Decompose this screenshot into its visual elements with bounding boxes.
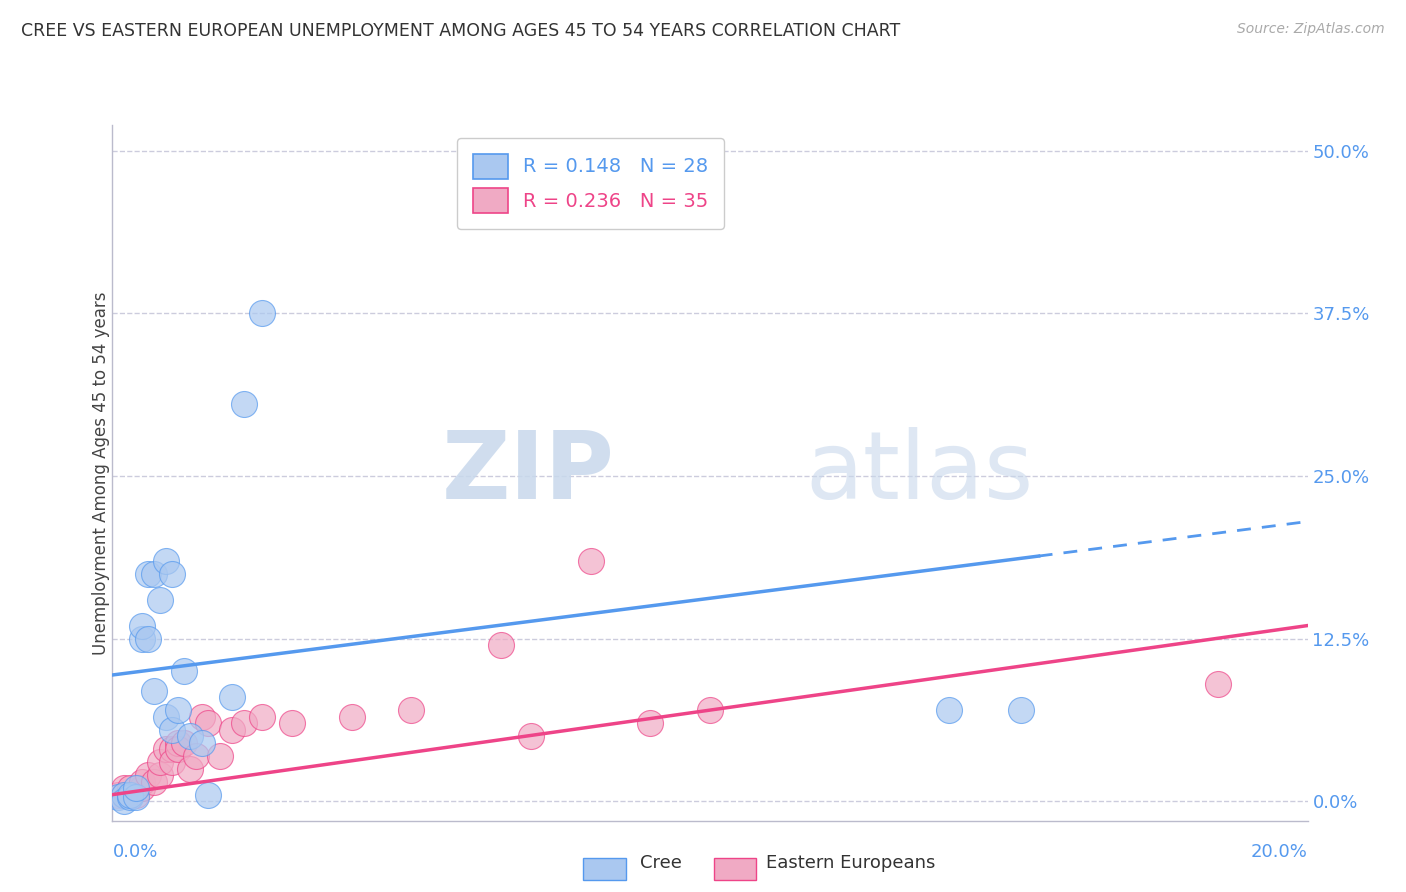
Point bbox=[120, 788, 142, 802]
Point bbox=[120, 790, 142, 805]
Point bbox=[131, 632, 153, 646]
Point bbox=[401, 703, 423, 717]
Point bbox=[638, 716, 662, 731]
Point bbox=[938, 703, 960, 717]
Point bbox=[250, 709, 273, 723]
Point bbox=[162, 723, 183, 737]
Point bbox=[340, 709, 363, 723]
Point bbox=[162, 742, 183, 756]
Point bbox=[114, 788, 135, 802]
Legend: R = 0.148   N = 28, R = 0.236   N = 35: R = 0.148 N = 28, R = 0.236 N = 35 bbox=[457, 138, 724, 229]
Text: Source: ZipAtlas.com: Source: ZipAtlas.com bbox=[1237, 22, 1385, 37]
Point bbox=[131, 774, 153, 789]
Text: Eastern Europeans: Eastern Europeans bbox=[766, 855, 935, 872]
Point bbox=[699, 703, 721, 717]
Point bbox=[155, 742, 177, 756]
Point bbox=[162, 755, 183, 769]
Point bbox=[138, 768, 160, 782]
Text: 0.0%: 0.0% bbox=[112, 843, 157, 861]
Point bbox=[138, 566, 160, 581]
Point bbox=[208, 748, 231, 763]
Point bbox=[186, 748, 208, 763]
Point bbox=[125, 790, 148, 805]
Point bbox=[197, 788, 219, 802]
Point bbox=[107, 790, 129, 805]
Point bbox=[107, 788, 129, 802]
Point bbox=[191, 736, 214, 750]
Point bbox=[149, 768, 172, 782]
Point bbox=[191, 709, 214, 723]
Point bbox=[232, 397, 256, 411]
Point bbox=[173, 664, 195, 678]
Point bbox=[197, 716, 219, 731]
Point bbox=[250, 306, 273, 320]
Point bbox=[232, 716, 256, 731]
Point bbox=[138, 632, 160, 646]
Point bbox=[149, 592, 172, 607]
Point bbox=[162, 566, 183, 581]
Point bbox=[114, 788, 135, 802]
Point bbox=[155, 709, 177, 723]
Point bbox=[149, 755, 172, 769]
Point bbox=[221, 723, 243, 737]
Point bbox=[167, 736, 190, 750]
Point bbox=[579, 553, 602, 567]
Text: CREE VS EASTERN EUROPEAN UNEMPLOYMENT AMONG AGES 45 TO 54 YEARS CORRELATION CHAR: CREE VS EASTERN EUROPEAN UNEMPLOYMENT AM… bbox=[21, 22, 900, 40]
Point bbox=[114, 781, 135, 796]
Point bbox=[125, 781, 148, 796]
Point bbox=[143, 566, 166, 581]
Text: ZIP: ZIP bbox=[441, 426, 614, 519]
Point bbox=[143, 774, 166, 789]
Point bbox=[179, 762, 201, 776]
Point bbox=[520, 729, 543, 743]
Point bbox=[120, 788, 142, 802]
Point bbox=[179, 729, 201, 743]
Text: 20.0%: 20.0% bbox=[1251, 843, 1308, 861]
Y-axis label: Unemployment Among Ages 45 to 54 years: Unemployment Among Ages 45 to 54 years bbox=[93, 291, 110, 655]
Point bbox=[167, 742, 190, 756]
Point bbox=[125, 788, 148, 802]
Point bbox=[1206, 677, 1229, 691]
Text: atlas: atlas bbox=[806, 426, 1033, 519]
Point bbox=[281, 716, 304, 731]
Point bbox=[155, 553, 177, 567]
Point bbox=[489, 638, 512, 652]
Point bbox=[221, 690, 243, 704]
Point bbox=[173, 736, 195, 750]
Point bbox=[143, 683, 166, 698]
Point bbox=[131, 618, 153, 632]
Point bbox=[1010, 703, 1032, 717]
Point bbox=[167, 703, 190, 717]
Text: Cree: Cree bbox=[640, 855, 682, 872]
Point bbox=[131, 781, 153, 796]
Point bbox=[114, 794, 135, 808]
Point bbox=[120, 781, 142, 796]
